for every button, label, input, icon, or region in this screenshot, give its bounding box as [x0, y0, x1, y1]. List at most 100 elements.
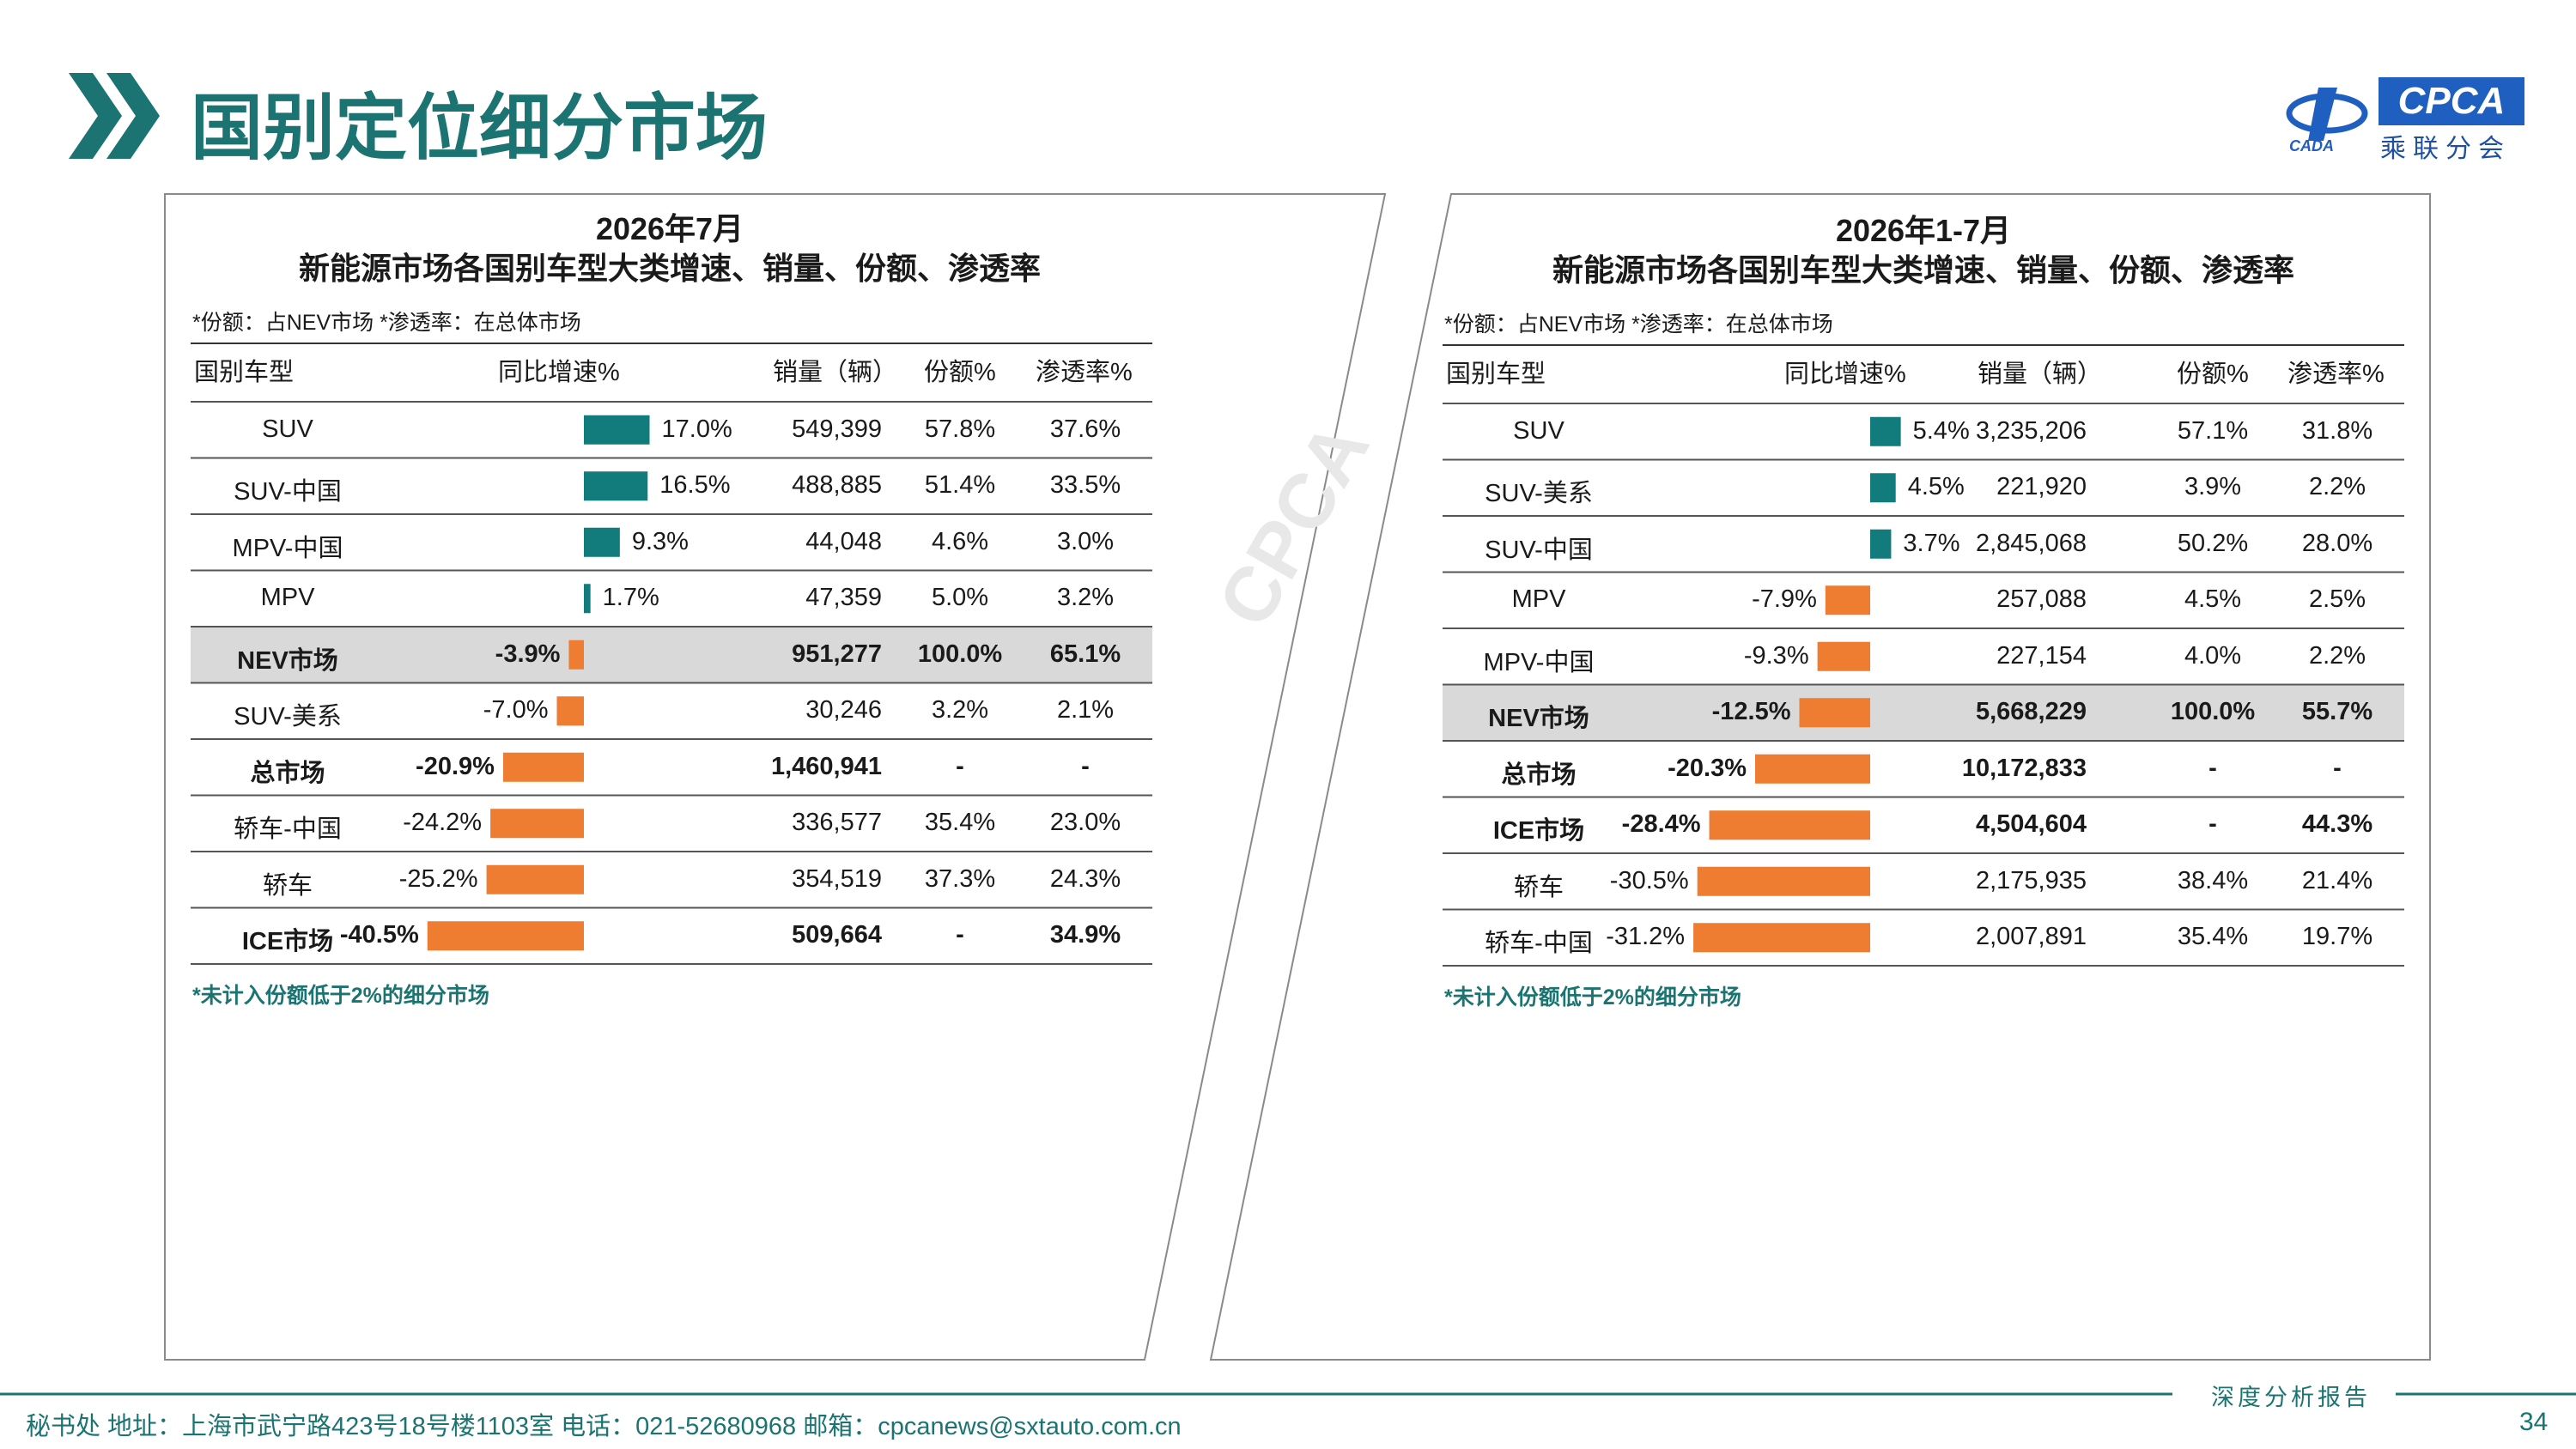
footer-contact: 秘书处 地址：上海市武宁路423号18号楼1103室 电话：021-526809… — [26, 1413, 1182, 1440]
row-type: NEV市场 — [1488, 705, 1589, 733]
header-sales: 销量（辆） — [1978, 361, 2103, 388]
footer-report-label: 深度分析报告 — [2211, 1385, 2371, 1411]
row-type: SUV — [1513, 416, 1564, 445]
left-table-graphics — [191, 343, 1152, 965]
penetration-value: 31.8% — [2301, 416, 2373, 445]
header-type: 国别车型 — [194, 359, 295, 386]
penetration-value: - — [2333, 754, 2342, 782]
share-value: 4.5% — [2184, 585, 2242, 614]
row-type: 总市场 — [250, 759, 325, 787]
sales-value: 221,920 — [1996, 473, 2087, 501]
sales-value: 2,845,068 — [1975, 529, 2087, 557]
sales-value: 47,359 — [805, 584, 882, 612]
growth-bar — [556, 696, 584, 726]
left-heading-title: 新能源市场各国别车型大类增速、销量、份额、渗透率 — [298, 251, 1041, 286]
row-type: ICE市场 — [241, 928, 334, 956]
left-note: *份额：占NEV市场 *渗透率：在总体市场 — [192, 311, 581, 335]
row-type: 轿车 — [262, 871, 313, 900]
share-value: 57.8% — [924, 415, 996, 443]
growth-label: -7.0% — [483, 696, 549, 724]
share-value: 51.4% — [924, 471, 996, 500]
penetration-value: 55.7% — [2301, 698, 2373, 726]
growth-label: 1.7% — [602, 584, 659, 612]
share-value: 100.0% — [917, 640, 1003, 668]
highlight-row — [1443, 685, 2404, 740]
page-number: 34 — [2519, 1408, 2549, 1436]
share-value: - — [956, 921, 964, 949]
row-type: 总市场 — [1501, 761, 1577, 789]
header-sales: 销量（辆） — [773, 359, 898, 386]
row-type: ICE市场 — [1492, 817, 1585, 846]
growth-label: -7.9% — [1752, 585, 1817, 614]
logo-cn: 乘联分会 — [2380, 135, 2511, 163]
sales-value: 1,460,941 — [770, 752, 882, 780]
penetration-value: 34.9% — [1049, 921, 1121, 949]
row-type: MPV — [260, 584, 315, 612]
growth-label: 16.5% — [659, 471, 731, 500]
cada-logo-icon: CADA — [2286, 88, 2368, 153]
growth-label: -40.5% — [339, 921, 419, 949]
growth-label: 17.0% — [661, 415, 732, 443]
sales-value: 509,664 — [792, 921, 882, 949]
growth-bar — [427, 921, 584, 951]
growth-bar — [1755, 754, 1870, 784]
penetration-value: 28.0% — [2301, 529, 2373, 557]
penetration-value: - — [1081, 752, 1090, 780]
growth-bar — [584, 527, 620, 557]
sales-value: 44,048 — [805, 527, 882, 555]
growth-label: -20.3% — [1668, 754, 1747, 782]
right-note: *份额：占NEV市场 *渗透率：在总体市场 — [1444, 312, 1833, 336]
sales-value: 488,885 — [792, 471, 882, 500]
share-value: 50.2% — [2177, 529, 2249, 557]
share-value: 37.3% — [924, 864, 996, 893]
header-penetration: 渗透率% — [1036, 359, 1133, 386]
right-heading-title: 新能源市场各国别车型大类增速、销量、份额、渗透率 — [1552, 252, 2294, 288]
sales-value: 549,399 — [792, 415, 882, 443]
row-type: SUV-美系 — [1485, 480, 1593, 508]
penetration-value: 44.3% — [2301, 810, 2373, 839]
sales-value: 2,007,891 — [1975, 923, 2087, 951]
growth-label: 5.4% — [1912, 416, 1970, 445]
header-growth: 同比增速% — [498, 359, 620, 386]
growth-label: -3.9% — [495, 640, 561, 668]
sales-value: 227,154 — [1996, 641, 2087, 670]
sales-value: 10,172,833 — [1961, 754, 2087, 782]
share-value: 4.6% — [931, 527, 989, 555]
growth-label: 3.7% — [1903, 529, 1960, 557]
share-value: - — [2208, 754, 2217, 782]
growth-label: -30.5% — [1609, 866, 1689, 894]
sales-value: 2,175,935 — [1975, 866, 2087, 894]
growth-bar — [1870, 416, 1901, 446]
highlight-row — [191, 627, 1152, 682]
share-value: 100.0% — [2170, 698, 2256, 726]
growth-bar — [1817, 641, 1870, 671]
row-type: SUV-中国 — [1485, 536, 1593, 564]
growth-bar — [1709, 810, 1870, 840]
growth-bar — [584, 471, 648, 501]
growth-bar — [584, 584, 591, 614]
row-type: 轿车-中国 — [1485, 930, 1593, 958]
growth-bar — [1799, 698, 1870, 728]
growth-bar — [502, 752, 584, 782]
penetration-value: 23.0% — [1049, 809, 1121, 837]
growth-label: -20.9% — [416, 752, 495, 780]
share-value: 5.0% — [931, 584, 989, 612]
growth-bar — [1697, 866, 1870, 896]
share-value: - — [2208, 810, 2217, 839]
growth-bar — [568, 640, 584, 670]
row-type: 轿车 — [1513, 873, 1564, 901]
growth-label: -24.2% — [403, 809, 483, 837]
growth-bar — [1870, 529, 1892, 559]
share-value: 4.0% — [2184, 641, 2242, 670]
penetration-value: 2.2% — [2308, 641, 2366, 670]
chevron-double-icon — [69, 73, 160, 159]
right-footnote: *未计入份额低于2%的细分市场 — [1444, 985, 1741, 1009]
growth-label: 4.5% — [1907, 473, 1965, 501]
share-value: 3.2% — [931, 696, 989, 724]
penetration-value: 33.5% — [1049, 471, 1121, 500]
share-value: 38.4% — [2177, 866, 2249, 894]
header-penetration: 渗透率% — [2287, 361, 2385, 388]
right-table-graphics — [1443, 344, 2404, 967]
header-type: 国别车型 — [1446, 361, 1546, 388]
